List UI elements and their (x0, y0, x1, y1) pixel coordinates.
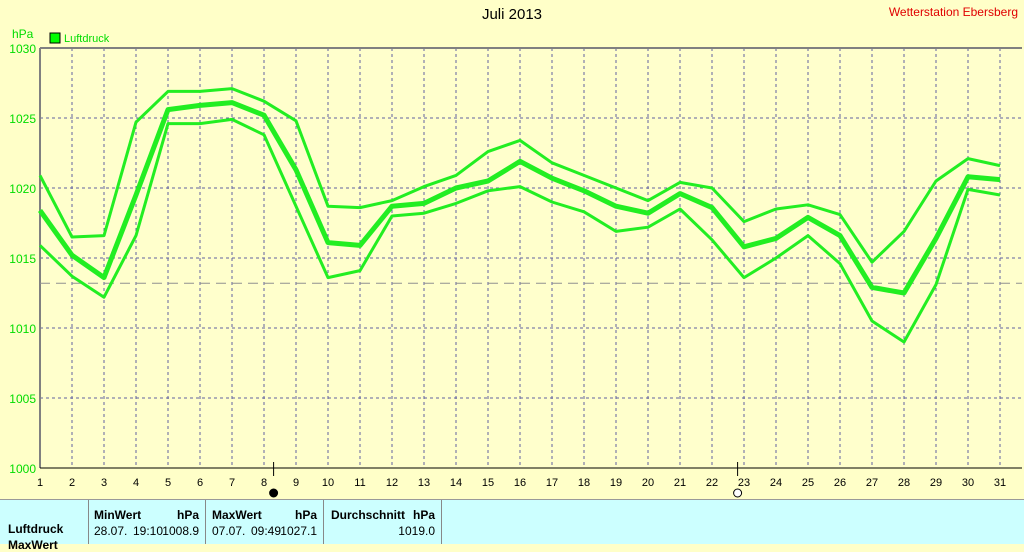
x-tick-label: 27 (866, 477, 878, 489)
series-line-0 (38, 87, 1001, 264)
x-tick-label: 13 (418, 477, 430, 489)
max-date: 07.07. (212, 524, 246, 538)
avg-header: Durchschnitt (331, 508, 406, 522)
x-tick-label: 14 (450, 477, 462, 489)
max-value: 1027.1 (280, 524, 317, 538)
series-line-2 (38, 117, 1001, 344)
x-tick-label: 8 (261, 477, 267, 489)
row-label-2: MaxWert (8, 538, 58, 552)
y-tick-label: 1030 (9, 42, 36, 56)
min-time: 19:10 (133, 524, 164, 538)
y-tick-label: 1010 (9, 322, 36, 336)
avg-unit: hPa (412, 508, 435, 522)
legend-label: Luftdruck (64, 33, 110, 45)
x-tick-label: 2 (69, 477, 75, 489)
min-value: 1008.9 (162, 524, 199, 538)
x-tick-label: 21 (674, 477, 686, 489)
x-tick-label: 28 (898, 477, 910, 489)
stats-table: Luftdruck MaxWert MinWert hPa 28.07. 19:… (0, 499, 1024, 552)
avg-value: 1019.0 (398, 524, 435, 538)
x-tick-label: 22 (706, 477, 718, 489)
pressure-chart: hPa Luftdruck 1 2 3 4 5 6 7 8 9 10 11 12 13 14 15 16 17 1… (9, 27, 1024, 498)
x-tick-label: 26 (834, 477, 846, 489)
x-tick-label: 11 (354, 477, 365, 489)
min-col: MinWert hPa 28.07. 19:10 1008.9 (89, 500, 206, 544)
x-tick-label: 31 (994, 477, 1006, 489)
series-line-1 (37, 100, 1001, 296)
max-time: 09:49 (251, 524, 282, 538)
x-tick-label: 24 (770, 477, 782, 489)
x-tick-label: 10 (322, 477, 334, 489)
max-header: MaxWert (212, 508, 262, 522)
y-tick-label: 1005 (9, 392, 36, 406)
min-date: 28.07. (94, 524, 128, 538)
row-label-col: Luftdruck MaxWert (0, 500, 89, 552)
row-label: Luftdruck (8, 522, 64, 536)
x-tick-label: 9 (293, 477, 299, 489)
x-tick-label: 25 (802, 477, 814, 489)
x-tick-label: 4 (133, 477, 139, 489)
min-header: MinWert (94, 508, 142, 522)
max-col: MaxWert hPa 07.07. 09:49 1027.1 (206, 500, 324, 544)
x-tick-label: 3 (101, 477, 107, 489)
max-marker (733, 488, 743, 498)
x-tick-label: 15 (482, 477, 494, 489)
y-tick-label: 1015 (9, 252, 36, 266)
avg-col: Durchschnitt hPa 1019.0 (324, 500, 442, 544)
x-tick-label: 12 (386, 477, 398, 489)
legend-swatch (49, 32, 61, 44)
x-tick-label: 5 (165, 477, 171, 489)
x-tick-label: 23 (738, 477, 750, 489)
y-tick-label: 1000 (9, 462, 36, 476)
x-tick-label: 18 (578, 477, 590, 489)
x-tick-label: 19 (610, 477, 622, 489)
x-tick-label: 7 (229, 477, 235, 489)
y-axis-label: hPa (12, 27, 34, 41)
max-unit: hPa (294, 508, 317, 522)
x-tick-label: 1 (37, 477, 43, 489)
chart-title: Juli 2013 (481, 6, 543, 23)
x-tick-label: 29 (930, 477, 942, 489)
x-tick-label: 6 (197, 477, 203, 489)
station-name: Wetterstation Ebersberg (888, 5, 1018, 19)
y-tick-label: 1020 (9, 182, 36, 196)
x-tick-label: 20 (642, 477, 654, 489)
x-tick-label: 30 (962, 477, 974, 489)
min-unit: hPa (176, 508, 199, 522)
x-tick-label: 16 (514, 477, 526, 489)
min-marker (269, 488, 279, 498)
y-tick-label: 1025 (9, 112, 36, 126)
x-tick-label: 17 (546, 477, 558, 489)
